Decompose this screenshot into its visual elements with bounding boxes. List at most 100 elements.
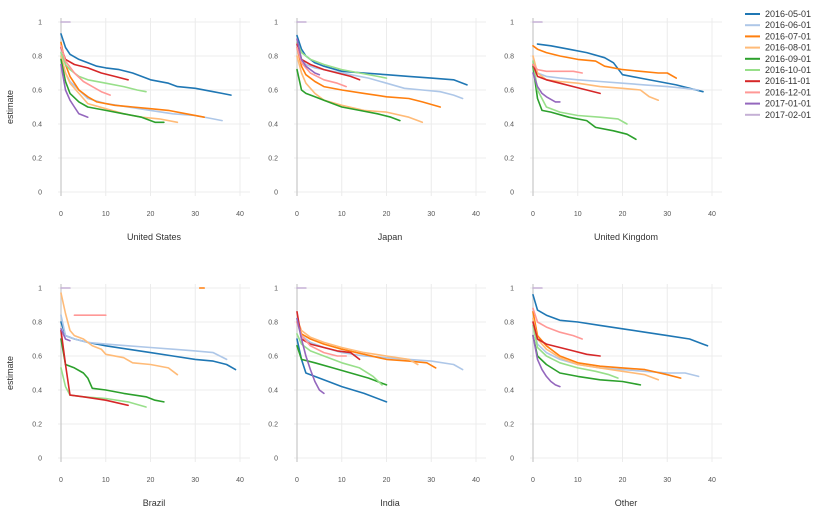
x-tick-label: 20 — [147, 477, 155, 484]
x-tick-label: 0 — [295, 477, 299, 484]
y-tick-label: 0.2 — [32, 422, 42, 429]
series-line-2017-01-01 — [532, 72, 561, 103]
series-line-2017-01-01 — [296, 38, 321, 76]
series-line-2016-12-01 — [60, 44, 111, 96]
series-line-2016-09-01 — [60, 338, 165, 403]
x-tick-label: 0 — [59, 211, 63, 218]
series-line-2016-11-01 — [532, 63, 601, 95]
y-axis-label: estimate — [5, 90, 15, 124]
series-line-2016-12-01 — [532, 307, 584, 340]
panel-title: Brazil — [143, 498, 166, 508]
legend-entry: 2017-01-01 — [765, 99, 811, 109]
y-tick-label: 0.6 — [268, 354, 278, 361]
legend-entry: 2016-05-01 — [765, 9, 811, 19]
y-tick-label: 0.2 — [504, 422, 514, 429]
series-line-2016-07-01 — [60, 41, 205, 118]
y-tick-label: 0.4 — [32, 122, 42, 129]
y-tick-label: 0.8 — [32, 54, 42, 61]
x-tick-label: 30 — [191, 211, 199, 218]
series-line-2016-09-01 — [296, 68, 401, 122]
x-tick-label: 0 — [531, 477, 535, 484]
y-tick-label: 0.8 — [504, 54, 514, 61]
series-line-2016-12-01 — [296, 46, 348, 88]
panel-title: Japan — [378, 232, 403, 242]
panel-title: United States — [127, 232, 182, 242]
series-line-2017-01-01 — [60, 327, 71, 342]
x-tick-label: 10 — [102, 211, 110, 218]
x-tick-label: 40 — [472, 211, 480, 218]
x-tick-label: 40 — [472, 477, 480, 484]
y-tick-label: 0.6 — [32, 88, 42, 95]
series-line-2016-08-01 — [532, 55, 660, 101]
y-tick-label: 0.8 — [32, 320, 42, 327]
x-tick-label: 40 — [708, 477, 716, 484]
x-tick-label: 40 — [708, 211, 716, 218]
panel-title: India — [380, 498, 400, 508]
x-tick-label: 30 — [663, 477, 671, 484]
x-tick-label: 20 — [619, 477, 627, 484]
panel-title: Other — [615, 498, 638, 508]
series-line-2016-06-01 — [532, 324, 700, 378]
series-line-2016-10-01 — [60, 367, 147, 408]
series-line-2016-11-01 — [532, 321, 601, 357]
series-line-2016-08-01 — [60, 55, 179, 124]
x-tick-label: 10 — [102, 477, 110, 484]
x-tick-label: 40 — [236, 477, 244, 484]
x-tick-label: 0 — [59, 477, 63, 484]
x-tick-label: 0 — [295, 211, 299, 218]
series-line-2016-10-01 — [532, 324, 619, 379]
series-line-2016-10-01 — [532, 60, 628, 125]
x-tick-label: 10 — [338, 477, 346, 484]
legend-entry: 2016-11-01 — [765, 76, 810, 86]
y-tick-label: 0.4 — [504, 388, 514, 395]
y-tick-label: 0.4 — [504, 122, 514, 129]
y-tick-label: 0 — [38, 456, 42, 463]
x-tick-label: 10 — [574, 477, 582, 484]
series-line-2016-11-01 — [60, 46, 129, 81]
x-tick-label: 30 — [427, 477, 435, 484]
series-line-2016-10-01 — [296, 41, 388, 79]
series-line-2016-06-01 — [296, 44, 464, 100]
series-line-2016-07-01 — [532, 44, 678, 79]
series-line-2016-05-01 — [532, 293, 709, 347]
legend-entry: 2016-08-01 — [765, 43, 811, 53]
y-tick-label: 1 — [274, 286, 278, 293]
x-tick-label: 30 — [663, 211, 671, 218]
series-line-2017-01-01 — [60, 63, 89, 118]
x-tick-label: 20 — [619, 211, 627, 218]
y-tick-label: 0.2 — [268, 422, 278, 429]
y-tick-label: 0.2 — [504, 156, 514, 163]
y-tick-label: 1 — [38, 286, 42, 293]
series-line-2016-11-01 — [296, 310, 361, 361]
y-tick-label: 1 — [510, 20, 514, 27]
series-line-2016-07-01 — [296, 321, 437, 369]
y-tick-label: 0.8 — [268, 320, 278, 327]
legend-entry: 2017-02-01 — [765, 110, 811, 120]
y-tick-label: 0 — [274, 456, 278, 463]
series-line-2016-08-01 — [60, 292, 179, 376]
legend-entry: 2016-10-01 — [765, 65, 811, 75]
y-tick-label: 0.6 — [504, 88, 514, 95]
y-tick-label: 1 — [274, 20, 278, 27]
series-line-2016-11-01 — [60, 329, 129, 407]
x-tick-label: 20 — [383, 477, 391, 484]
y-tick-label: 0.8 — [268, 54, 278, 61]
legend-entry: 2016-07-01 — [765, 31, 811, 41]
legend-entry: 2016-09-01 — [765, 54, 811, 64]
y-tick-label: 0 — [510, 456, 514, 463]
y-tick-label: 0 — [274, 190, 278, 197]
x-tick-label: 10 — [574, 211, 582, 218]
y-tick-label: 1 — [510, 286, 514, 293]
y-tick-label: 0.6 — [504, 354, 514, 361]
x-tick-label: 30 — [191, 477, 199, 484]
legend-entry: 2016-12-01 — [765, 87, 811, 97]
series-line-2016-07-01 — [296, 46, 442, 108]
series-line-2016-09-01 — [532, 65, 637, 141]
x-tick-label: 30 — [427, 211, 435, 218]
series-line-2016-06-01 — [532, 61, 700, 91]
